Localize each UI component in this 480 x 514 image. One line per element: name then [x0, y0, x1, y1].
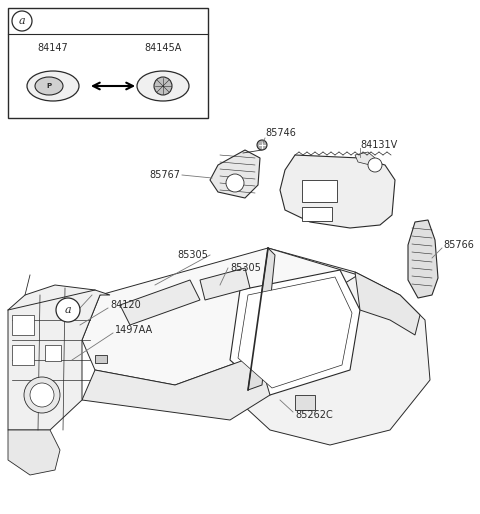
- Circle shape: [56, 298, 80, 322]
- Bar: [295, 395, 315, 410]
- Text: 85305: 85305: [230, 263, 261, 273]
- Bar: [95, 355, 107, 363]
- Polygon shape: [82, 355, 270, 420]
- Bar: [12, 345, 34, 365]
- Ellipse shape: [137, 71, 189, 101]
- Bar: [302, 207, 332, 221]
- Text: 85767: 85767: [149, 170, 180, 180]
- Ellipse shape: [154, 77, 172, 95]
- Polygon shape: [120, 280, 200, 325]
- Text: 84145A: 84145A: [144, 43, 182, 53]
- Polygon shape: [230, 270, 360, 395]
- Polygon shape: [82, 248, 358, 385]
- Ellipse shape: [35, 77, 63, 95]
- Text: 85766: 85766: [443, 240, 474, 250]
- Polygon shape: [355, 152, 375, 165]
- Polygon shape: [210, 150, 260, 198]
- Ellipse shape: [27, 71, 79, 101]
- Circle shape: [12, 11, 32, 31]
- Text: 1497AA: 1497AA: [115, 325, 153, 335]
- Bar: [45, 345, 61, 361]
- Polygon shape: [280, 155, 395, 228]
- Polygon shape: [355, 272, 420, 335]
- Text: 85746: 85746: [265, 128, 296, 138]
- Text: 85305: 85305: [177, 250, 208, 260]
- Polygon shape: [238, 277, 352, 388]
- Polygon shape: [200, 268, 250, 300]
- Polygon shape: [8, 285, 110, 430]
- Text: a: a: [19, 16, 25, 26]
- Bar: [8, 8, 208, 118]
- Circle shape: [24, 377, 60, 413]
- Text: P: P: [47, 83, 51, 89]
- Polygon shape: [408, 220, 438, 298]
- Circle shape: [30, 383, 54, 407]
- Text: a: a: [65, 305, 72, 315]
- Bar: [302, 180, 337, 202]
- Text: 84147: 84147: [37, 43, 68, 53]
- Text: 85262C: 85262C: [295, 410, 333, 420]
- Bar: [12, 315, 34, 335]
- Polygon shape: [8, 430, 60, 475]
- Circle shape: [226, 174, 244, 192]
- Text: 84120: 84120: [110, 300, 141, 310]
- Text: 84131V: 84131V: [360, 140, 397, 150]
- Circle shape: [257, 140, 267, 150]
- Polygon shape: [248, 248, 275, 390]
- Circle shape: [368, 158, 382, 172]
- Polygon shape: [210, 248, 430, 445]
